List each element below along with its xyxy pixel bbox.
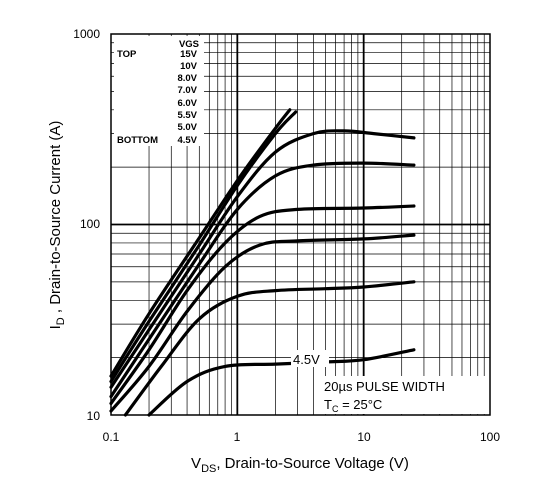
temperature-note: TC = 25°C	[324, 397, 382, 414]
notes-box: 20µs PULSE WIDTH TC = 25°C	[320, 376, 488, 414]
legend-entry: 5.5V	[177, 110, 197, 121]
legend-entry: 6.0V	[177, 98, 197, 109]
y-axis-label: ID , Drain-to-Source Current (A)	[47, 121, 67, 330]
y-tick-label: 1000	[73, 27, 100, 41]
y-tick-label: 10	[87, 409, 101, 423]
x-axis-label: VDS, Drain-to-Source Voltage (V)	[191, 455, 409, 475]
series-line-6-0v	[109, 204, 416, 405]
legend-entry: 10V	[180, 61, 198, 72]
legend-entry: 7.0V	[177, 85, 197, 96]
grid	[111, 34, 490, 415]
x-tick-label: 10	[357, 430, 371, 444]
series-line-7-0v	[109, 161, 416, 399]
curve-annotation-background	[291, 350, 329, 367]
y-ticks: 1000 100 10	[73, 27, 100, 423]
legend: VGS TOP BOTTOM 15V 10V 8.0V 7.0V 6.0V 5.…	[114, 36, 204, 146]
x-ticks: 0.1 1 10 100	[103, 430, 501, 444]
legend-entry: 8.0V	[177, 73, 197, 84]
series-line-8-0v	[109, 129, 416, 389]
series-line-15v	[109, 108, 292, 378]
series-line-5-0v	[123, 280, 416, 417]
legend-top-label: TOP	[117, 49, 137, 60]
y-tick-label: 100	[80, 217, 100, 231]
legend-background	[114, 36, 204, 146]
series-line-10v	[109, 110, 298, 384]
series-line-4-5v	[147, 348, 416, 417]
legend-entry: 5.0V	[177, 122, 197, 133]
x-tick-label: 100	[480, 430, 500, 444]
curve-annotation: 4.5V	[291, 350, 329, 367]
legend-bottom-label: BOTTOM	[117, 135, 158, 146]
legend-entry: 4.5V	[177, 135, 197, 146]
pulse-width-note: 20µs PULSE WIDTH	[324, 379, 445, 394]
series-layer	[109, 108, 416, 417]
plot-frame	[110, 33, 491, 416]
legend-entry: 15V	[180, 49, 198, 60]
legend-header: VGS	[179, 39, 199, 50]
x-tick-label: 0.1	[103, 430, 120, 444]
curve-annotation-label: 4.5V	[293, 352, 320, 367]
x-tick-label: 1	[234, 430, 241, 444]
series-line-5-5v	[109, 233, 416, 413]
notes-background	[320, 376, 488, 414]
